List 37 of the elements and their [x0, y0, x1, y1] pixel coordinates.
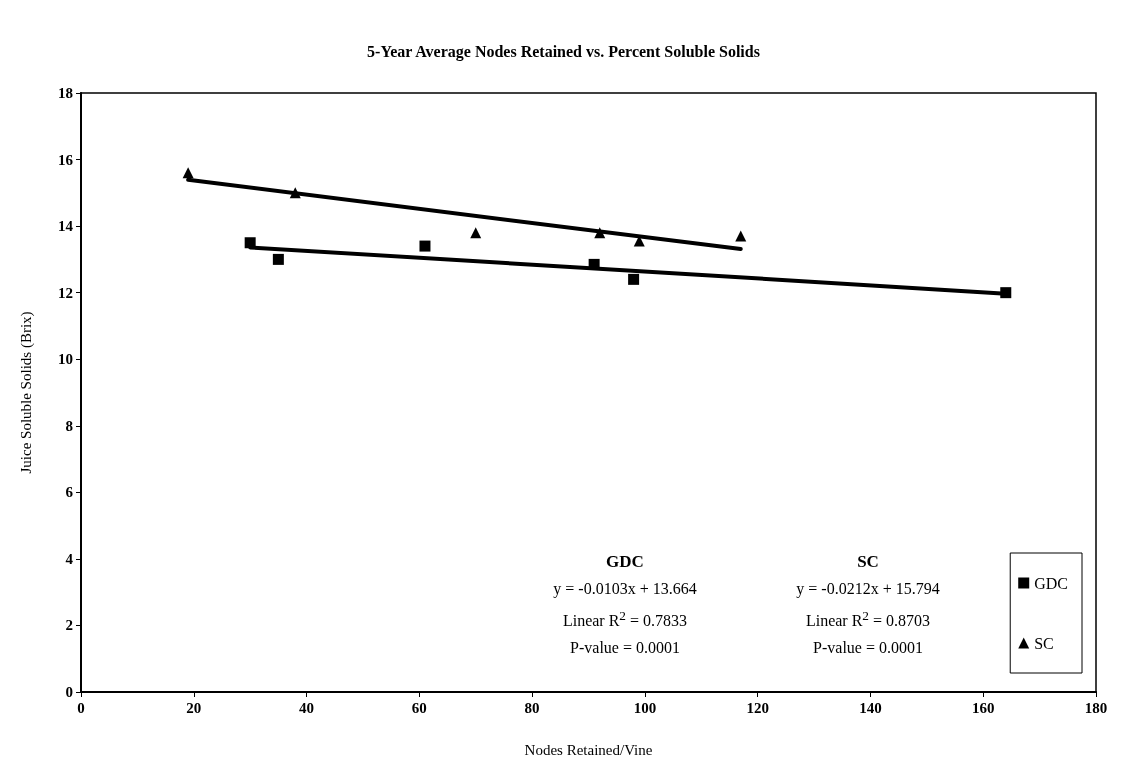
x-tick-label: 140 — [859, 699, 882, 716]
x-tick-label: 100 — [633, 699, 657, 716]
x-tick-label: 20 — [186, 699, 202, 716]
point — [244, 237, 256, 249]
point — [182, 167, 194, 179]
y-tick-label: 16 — [58, 151, 74, 168]
legend-label: GDC — [1034, 574, 1068, 592]
y-tick-label: 14 — [58, 218, 74, 235]
y-axis-title: Juice Soluble Solids (Brix) — [17, 311, 35, 474]
y-tick-label: 8 — [65, 417, 73, 434]
point — [628, 273, 640, 285]
point — [419, 240, 431, 252]
x-tick-label: 60 — [411, 699, 427, 716]
point — [272, 253, 284, 265]
x-tick-label: 0 — [77, 699, 85, 716]
y-tick-label: 4 — [65, 550, 74, 567]
x-tick-label: 160 — [971, 699, 995, 716]
x-tick-label: 180 — [1084, 699, 1108, 716]
y-tick-label: 2 — [65, 617, 73, 634]
y-tick-label: 6 — [65, 484, 74, 501]
annotation: GDC y = -0.0103x + 13.664 Linear R$^{2}$ = 0.7833 P-value = 0.0001 — [552, 551, 698, 659]
point — [594, 227, 606, 239]
x-tick-label: 80 — [524, 699, 540, 716]
chart-title: 5-Year Average Nodes Retained vs. Percent Soluble Solids — [367, 42, 760, 61]
x-tick-label: 120 — [746, 699, 769, 716]
point — [1000, 287, 1012, 299]
point — [289, 187, 301, 199]
point — [470, 227, 482, 239]
x-tick-label: 40 — [299, 699, 315, 716]
y-tick-label: 10 — [58, 351, 73, 368]
annotation: SC y = -0.0212x + 15.794 Linear R$^{2}$ = 0.8703 P-value = 0.0001 — [795, 551, 941, 659]
y-tick-label: 18 — [58, 85, 73, 101]
x-axis-title: Nodes Retained/Vine — [524, 741, 653, 758]
point — [735, 230, 747, 242]
y-tick-label: 12 — [58, 284, 73, 301]
legend-label: SC — [1034, 634, 1054, 652]
y-tick-label: 0 — [65, 684, 73, 700]
